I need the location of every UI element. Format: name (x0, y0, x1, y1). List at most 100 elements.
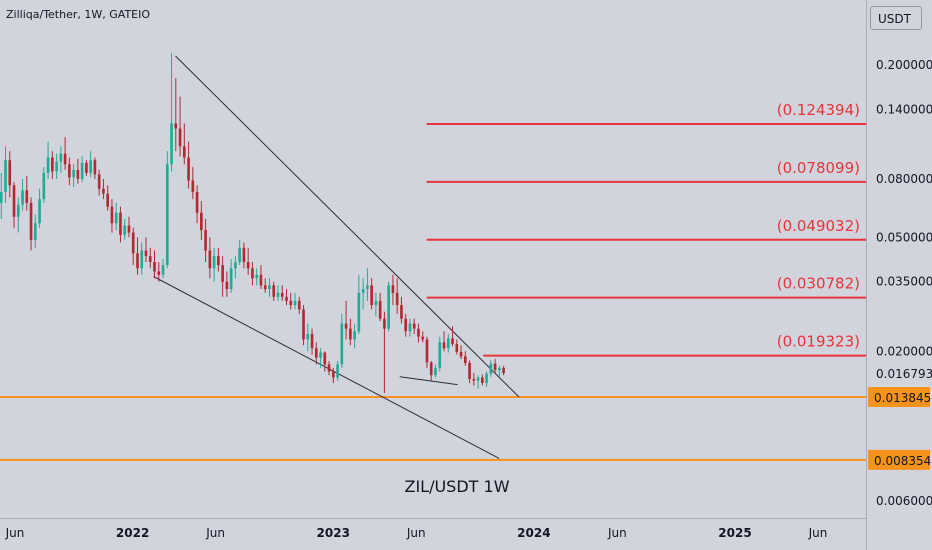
candle-body (404, 318, 408, 332)
candle-body (106, 193, 110, 207)
trendline (399, 376, 458, 386)
candle-body (110, 206, 114, 224)
candle-body (451, 338, 454, 345)
candle-body (476, 377, 480, 381)
candle-body (319, 352, 322, 358)
candle-body (417, 328, 420, 337)
candles (0, 53, 505, 394)
candle-body (174, 123, 178, 129)
candle-body (272, 285, 276, 297)
candle-body (59, 153, 63, 162)
candle-body (51, 157, 54, 172)
candle-body (353, 331, 356, 340)
plot-area[interactable] (0, 0, 866, 518)
candle-body (310, 333, 314, 349)
candle-body (204, 230, 207, 251)
current-price-label: 0.016793 (876, 367, 932, 381)
candle-body (33, 223, 37, 240)
support-price-tag (868, 387, 930, 408)
candle-body (46, 157, 50, 173)
candle-body (459, 351, 463, 357)
candle-body (502, 367, 505, 374)
candle-body (4, 160, 7, 193)
candle-body (212, 256, 216, 269)
candle-body (25, 190, 29, 203)
candle-body (498, 367, 501, 371)
candle-body (127, 225, 131, 233)
candle-body (289, 300, 293, 306)
chart-caption: ZIL/USDT 1W (404, 477, 509, 496)
candle-body (425, 339, 429, 363)
candle-body (42, 172, 46, 200)
candle-body (285, 296, 288, 301)
candle-body (238, 247, 241, 263)
candle-body (153, 262, 156, 272)
x-tick-label: Jun (607, 526, 627, 540)
candle-body (297, 300, 301, 310)
candle-body (323, 352, 327, 365)
candle-body (306, 333, 310, 340)
candle-body (29, 202, 33, 240)
candle-body (136, 253, 139, 269)
support-price-tag (868, 449, 930, 470)
candle-body (302, 309, 305, 340)
axis-ticks: Jun 2022 Jun 2023 Jun 2024 Jun 2025 Jun 0.200000 0… (5, 58, 932, 540)
candle-body (123, 225, 127, 235)
candle-body (463, 356, 467, 364)
candle-body (170, 123, 173, 165)
y-tick-label: 0.035000 (876, 275, 932, 289)
candle-body (361, 289, 365, 293)
y-tick-label: 0.140000 (876, 102, 932, 116)
candle-body (408, 323, 412, 332)
candle-body (157, 271, 161, 275)
target-level-label: (0.078099) (777, 159, 860, 177)
candle-body (242, 247, 246, 263)
candle-body (434, 367, 437, 376)
candle-body (140, 250, 144, 269)
candle-body (391, 285, 395, 293)
candle-body (446, 338, 450, 349)
candle-body (370, 285, 373, 306)
trendline (175, 55, 520, 398)
candle-body (229, 268, 233, 290)
candle-body (21, 190, 24, 205)
currency-unit-button[interactable]: USDT (870, 6, 922, 30)
candle-body (276, 292, 280, 297)
target-level-label: (0.049032) (777, 217, 860, 235)
candle-body (378, 300, 382, 319)
y-tick-label: 0.080000 (876, 172, 932, 186)
candle-body (89, 160, 92, 173)
candle-body (131, 232, 135, 254)
support-price-label: 0.013845 (874, 391, 931, 405)
candle-body (268, 285, 271, 290)
candle-body (400, 305, 403, 319)
candle-body (93, 160, 97, 175)
candle-body (234, 262, 237, 269)
candle-body (349, 328, 352, 340)
chart-title: Zilliqa/Tether, 1W, GATEIO (6, 8, 150, 21)
candle-body (148, 256, 152, 263)
trendline (153, 276, 500, 459)
candle-body (208, 250, 212, 269)
candle-body (429, 362, 433, 376)
y-tick-label: 0.050000 (876, 230, 932, 244)
x-tick-label: Jun (5, 526, 25, 540)
y-tick-label: 0.020000 (876, 344, 932, 358)
candle-body (76, 169, 80, 179)
candle-body (366, 285, 369, 290)
candle-body (0, 192, 3, 203)
candle-body (72, 169, 75, 178)
x-tick-label: 2023 (317, 526, 350, 540)
candle-body (383, 318, 386, 329)
candle-body (293, 300, 297, 306)
candle-body (336, 364, 339, 378)
candle-body (161, 265, 165, 275)
candle-body (395, 292, 399, 306)
candle-body (217, 256, 220, 266)
candle-body (114, 212, 118, 224)
candle-body (357, 292, 361, 332)
candle-body (221, 265, 224, 282)
candle-body (344, 323, 348, 329)
candle-body (438, 342, 442, 368)
